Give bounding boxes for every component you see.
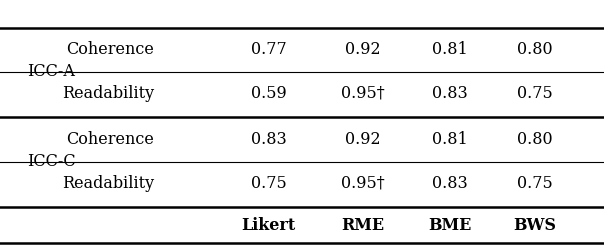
Text: Coherence: Coherence (66, 42, 154, 58)
Text: 0.83: 0.83 (251, 132, 287, 148)
Text: BWS: BWS (513, 216, 556, 234)
Text: 0.59: 0.59 (251, 84, 287, 102)
Text: Readability: Readability (62, 84, 154, 102)
Text: 0.92: 0.92 (345, 42, 380, 58)
Text: 0.75: 0.75 (516, 84, 553, 102)
Text: 0.81: 0.81 (432, 42, 468, 58)
Text: 0.92: 0.92 (345, 132, 380, 148)
Text: 0.95†: 0.95† (341, 84, 384, 102)
Text: Coherence: Coherence (66, 132, 154, 148)
Text: BME: BME (428, 216, 472, 234)
Text: 0.83: 0.83 (432, 174, 468, 192)
Text: ICC-A: ICC-A (27, 62, 76, 79)
Text: 0.95†: 0.95† (341, 174, 384, 192)
Text: 0.83: 0.83 (432, 84, 468, 102)
Text: 0.80: 0.80 (517, 132, 552, 148)
Text: RME: RME (341, 216, 384, 234)
Text: Likert: Likert (242, 216, 296, 234)
Text: 0.77: 0.77 (251, 42, 287, 58)
Text: ICC-C: ICC-C (27, 152, 76, 170)
Text: 0.80: 0.80 (517, 42, 552, 58)
Text: 0.81: 0.81 (432, 132, 468, 148)
Text: 0.75: 0.75 (251, 174, 287, 192)
Text: 0.75: 0.75 (516, 174, 553, 192)
Text: Readability: Readability (62, 174, 154, 192)
